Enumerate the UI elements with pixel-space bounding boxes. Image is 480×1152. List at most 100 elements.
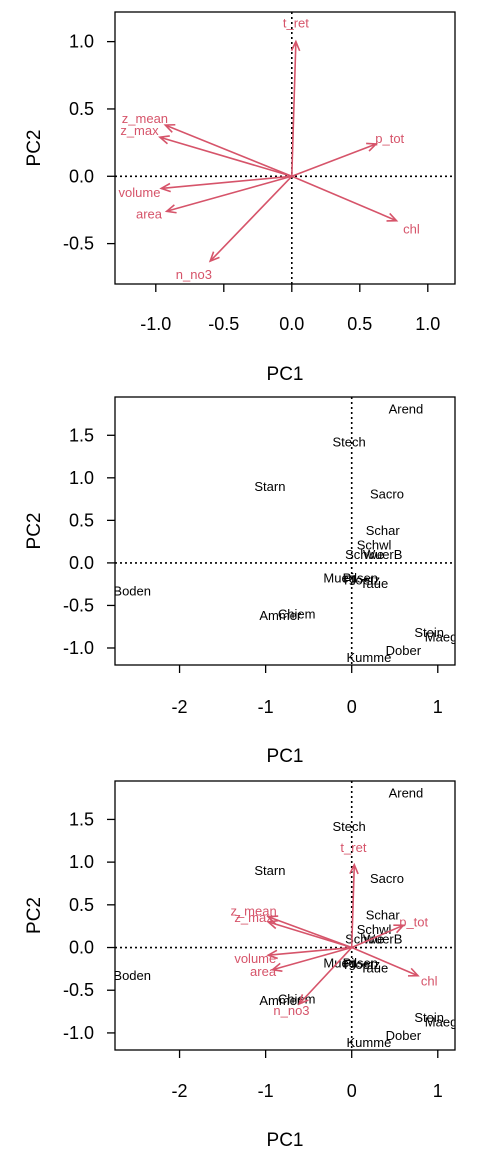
loading-arrowhead: [407, 967, 420, 977]
x-axis-label: PC1: [267, 746, 304, 767]
y-tick-label: 1.5: [69, 809, 94, 829]
x-tick-label: 0: [347, 1081, 357, 1101]
site-label: Pilsen: [343, 955, 378, 970]
variable-label: n_no3: [273, 1003, 309, 1018]
x-tick-label: -2: [172, 697, 188, 717]
variable-label: t_ret: [340, 840, 366, 855]
variable-label: chl: [421, 973, 438, 988]
x-axis-label: PC1: [267, 364, 304, 385]
x-tick-label: 1: [433, 697, 443, 717]
variable-label: n_no3: [176, 267, 212, 282]
site-label: Schar: [366, 908, 401, 923]
site-label: Arend: [389, 401, 424, 416]
y-tick-label: -1.0: [63, 638, 94, 658]
y-tick-label: 0.0: [69, 166, 94, 186]
site-label: Ploetz: [344, 572, 380, 587]
plot-frame: [114, 396, 456, 666]
loading-arrow: [351, 946, 419, 977]
loading-arrow: [268, 946, 352, 957]
loading-arrowhead: [366, 142, 378, 152]
x-tick-label: -1.0: [140, 314, 171, 334]
site-label: Schar: [366, 523, 401, 538]
y-axis-label: PC2: [24, 130, 45, 167]
x-tick-label: 1.0: [415, 314, 440, 334]
site-label: Stein: [414, 625, 444, 640]
site-label: Mueg: [323, 955, 356, 970]
site-label: WuerB: [363, 931, 403, 946]
y-tick-label: -0.5: [63, 234, 94, 254]
loading-arrowhead: [349, 862, 359, 875]
y-tick-label: 1.5: [69, 425, 94, 445]
y-tick-label: 1.0: [69, 852, 94, 872]
loading-arrow: [291, 41, 297, 177]
x-tick-label: -2: [172, 1081, 188, 1101]
loading-arrow: [267, 916, 352, 949]
site-label: Schwe: [345, 547, 384, 562]
site-label: Schwl: [357, 538, 392, 553]
y-tick-label: 0.5: [69, 895, 94, 915]
variable-label: z_max: [120, 123, 159, 138]
x-tick-label: -0.5: [208, 314, 239, 334]
loading-arrow: [291, 175, 397, 222]
site-label: Mueg: [323, 571, 356, 586]
x-tick-label: -1: [258, 697, 274, 717]
site-label: Stech: [333, 435, 366, 450]
site-label: Arend: [389, 785, 424, 800]
loading-arrowhead: [266, 949, 278, 960]
loading-arrowhead: [208, 251, 220, 263]
variable-label: t_ret: [283, 15, 309, 30]
loading-arrowhead: [297, 994, 309, 1006]
loading-arrow: [209, 175, 293, 262]
loading-arrowhead: [163, 123, 176, 133]
loading-arrowhead: [164, 204, 177, 214]
y-tick-label: -1.0: [63, 1023, 94, 1043]
loading-arrow: [267, 921, 352, 949]
loading-arrow: [159, 136, 293, 178]
loading-arrow: [298, 946, 353, 1005]
biplot-panel-2: Arend Stech Starn Sacro ScharSchwlSchweWuerB…: [24, 396, 465, 767]
y-tick-label: -0.5: [63, 595, 94, 615]
site-label: Maegg: [425, 1014, 465, 1029]
loading-arrowhead: [266, 919, 279, 930]
site-label: Kumme: [347, 650, 392, 665]
site-label: Boden: [113, 583, 151, 598]
site-label: Sacro: [370, 486, 404, 501]
loading-arrow: [165, 124, 293, 178]
loading-arrowhead: [157, 135, 170, 145]
plot-frame: [114, 11, 456, 285]
y-tick-label: 0.5: [69, 99, 94, 119]
x-tick-label: 0.5: [347, 314, 372, 334]
y-axis-label: PC2: [24, 513, 45, 550]
loading-arrow: [161, 175, 292, 190]
plot-frame: [114, 780, 456, 1051]
y-tick-label: 0.0: [69, 553, 94, 573]
loading-arrow: [291, 143, 377, 178]
site-label: Ploetz: [344, 957, 380, 972]
variable-label: volume: [119, 185, 161, 200]
variable-label: volume: [234, 951, 276, 966]
x-axis-label: PC1: [267, 1130, 304, 1151]
site-label: Stech: [333, 819, 366, 834]
plot-area: Arend Stech Starn Sacro ScharSchwlSchweWuerB…: [113, 397, 465, 665]
site-label: Dober: [386, 1028, 422, 1043]
site-label: Ammer: [259, 993, 302, 1008]
x-tick-label: -1: [258, 1081, 274, 1101]
site-label: Stein: [414, 1010, 444, 1025]
site-label: Starn: [254, 479, 285, 494]
variable-label: p_tot: [375, 131, 404, 146]
loading-arrowhead: [290, 39, 301, 52]
y-axis-label: PC2: [24, 897, 45, 934]
site-label: WuerB: [363, 547, 403, 562]
x-tick-label: 0: [347, 697, 357, 717]
variable-label: area: [250, 964, 277, 979]
site-label: Chiem: [278, 991, 316, 1006]
y-tick-label: -0.5: [63, 980, 94, 1000]
loading-arrowhead: [159, 182, 171, 193]
variable-label: chl: [403, 221, 420, 236]
loading-arrow: [351, 924, 404, 949]
site-label: Taue: [360, 961, 388, 976]
loading-arrow: [272, 946, 352, 971]
variable-label: z_max: [234, 910, 273, 925]
site-label: Maegg: [425, 629, 465, 644]
